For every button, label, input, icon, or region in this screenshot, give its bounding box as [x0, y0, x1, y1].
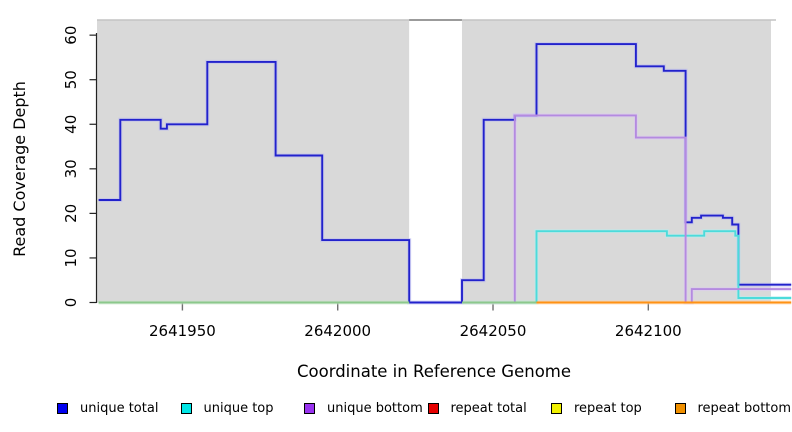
- legend-swatch-icon: [427, 402, 439, 414]
- legend-swatch-icon: [304, 402, 315, 414]
- y-tick-label: 0: [62, 298, 80, 308]
- x-tick-label: 2642050: [460, 322, 527, 340]
- legend-item-repeat-total: repeat total: [427, 399, 527, 417]
- legend-label: repeat top: [574, 400, 642, 416]
- y-tick-label: 10: [62, 248, 80, 267]
- legend-item-repeat-top: repeat top: [551, 399, 642, 417]
- legend-item-unique-top: unique top: [180, 399, 274, 417]
- series-line-unique-top: [462, 230, 792, 304]
- masked-region: [409, 20, 462, 303]
- y-axis-title: Read Coverage Depth: [10, 81, 29, 257]
- legend-swatch-icon: [180, 402, 192, 414]
- y-tick-label: 20: [62, 204, 80, 223]
- x-axis-title: Coordinate in Reference Genome: [297, 362, 571, 381]
- y-tick-label: 30: [62, 159, 80, 178]
- coverage-plot: 0 10 20 30 40 50 60 2641950 2642000 2642050 264210…: [10, 19, 792, 381]
- legend-label: unique bottom: [327, 400, 423, 416]
- legend-item-unique-bottom: unique bottom: [304, 399, 423, 417]
- y-tick-label: 50: [62, 70, 80, 89]
- x-tick-label: 2641950: [149, 322, 216, 340]
- legend-swatch-icon: [674, 402, 686, 414]
- legend-label: repeat bottom: [697, 400, 792, 416]
- legend-swatch-icon: [57, 402, 68, 414]
- x-tick-label: 2642000: [304, 322, 371, 340]
- y-tick-label: 40: [62, 115, 80, 134]
- legend-label: unique top: [203, 400, 274, 416]
- y-tick-label: 60: [62, 26, 80, 45]
- x-tick-label: 2642100: [615, 322, 682, 340]
- legend: unique total unique top unique bottom repea…: [0, 399, 792, 417]
- legend-label: repeat total: [450, 400, 527, 416]
- legend-item-repeat-bottom: repeat bottom: [674, 399, 792, 417]
- series-line-unique-bottom: [462, 114, 792, 304]
- legend-swatch-icon: [551, 402, 562, 414]
- legend-item-unique-total: unique total: [57, 399, 158, 417]
- legend-label: unique total: [80, 400, 159, 416]
